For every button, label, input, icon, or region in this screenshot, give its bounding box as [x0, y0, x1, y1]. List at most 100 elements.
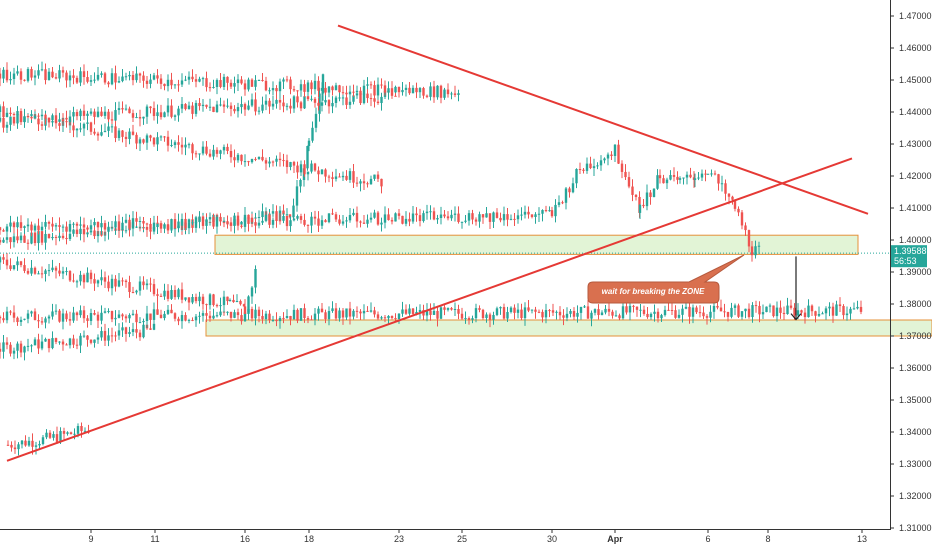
- candle-body: [495, 308, 499, 315]
- candle-body: [72, 125, 75, 131]
- candle-body: [177, 84, 180, 86]
- candle-body: [271, 219, 275, 225]
- candle-body: [460, 313, 464, 319]
- candle-body: [443, 307, 446, 310]
- time-tick-label: 8: [765, 534, 770, 544]
- candle-body: [247, 161, 250, 163]
- candle-body: [166, 105, 170, 113]
- candle-body: [579, 306, 583, 313]
- candle-body: [16, 317, 19, 322]
- candle-body: [187, 144, 191, 146]
- candle-body: [219, 305, 222, 307]
- candle-body: [404, 87, 408, 90]
- candle-body: [502, 307, 506, 319]
- candle-body: [261, 104, 264, 111]
- candle-body: [289, 162, 292, 168]
- candle-body: [128, 219, 131, 229]
- candle-body: [614, 315, 618, 317]
- candle-body: [75, 77, 79, 83]
- candle-body: [177, 289, 180, 298]
- candle-body: [362, 85, 366, 95]
- candle-body: [75, 223, 79, 226]
- candle-body: [26, 242, 30, 244]
- candle-body: [345, 175, 348, 180]
- candle-body: [568, 188, 571, 193]
- candle-body: [100, 331, 103, 338]
- candle-body: [59, 431, 62, 443]
- price-axis[interactable]: 1.31000 1.32000 1.33000 1.34000 1.35000 1.360…: [890, 11, 932, 533]
- candle-body: [54, 121, 58, 123]
- price-tick-label: 1.37000: [899, 331, 932, 341]
- candle-body: [250, 79, 254, 87]
- candle-body: [747, 308, 751, 318]
- candle-body: [66, 432, 69, 434]
- candle-body: [628, 305, 632, 313]
- candle-body: [58, 235, 61, 238]
- candle-body: [376, 101, 380, 104]
- candle-body: [107, 311, 110, 313]
- candle-body: [75, 112, 79, 117]
- candle-body: [47, 233, 51, 239]
- candle-body: [86, 335, 89, 340]
- candle-body: [72, 75, 75, 78]
- ascending-support-trendline[interactable]: [6, 157, 853, 462]
- candle-body: [324, 87, 327, 93]
- candle-body: [54, 77, 58, 79]
- candle-body: [30, 224, 33, 231]
- candle-body: [117, 108, 121, 111]
- candle-body: [275, 158, 278, 162]
- candle-body: [554, 204, 557, 217]
- candle-body: [751, 305, 754, 318]
- candle-body: [737, 208, 740, 213]
- candle-body: [523, 211, 527, 215]
- upper-zone[interactable]: [214, 234, 859, 255]
- candle-body: [86, 318, 89, 321]
- candle-body: [649, 192, 652, 198]
- candle-body: [254, 309, 257, 319]
- candle-body: [184, 315, 187, 321]
- candle-body: [478, 308, 481, 310]
- candle-body: [215, 216, 219, 227]
- candle-body: [117, 280, 121, 287]
- candle-body: [257, 217, 261, 219]
- candle-body: [306, 146, 309, 169]
- candle-body: [285, 315, 289, 319]
- candle-body: [114, 110, 117, 121]
- candle-body: [488, 314, 492, 320]
- candle-body: [793, 307, 796, 316]
- descending-resistance-trendline[interactable]: [337, 24, 869, 215]
- candle-body: [194, 316, 198, 321]
- candle-body: [149, 79, 152, 84]
- candle-body: [348, 308, 352, 317]
- current-price-label: 1.39588: [894, 246, 927, 256]
- candle-body: [19, 222, 23, 228]
- candle-body: [212, 294, 215, 306]
- candle-body: [261, 315, 264, 320]
- candle-body: [352, 91, 355, 93]
- candle-body: [89, 313, 93, 321]
- candle-body: [324, 100, 327, 103]
- candle-body: [691, 307, 695, 317]
- candle-body: [145, 135, 149, 143]
- candle-body: [404, 309, 408, 314]
- candle-body: [124, 219, 128, 223]
- candle-body: [565, 313, 569, 318]
- candle-body: [222, 296, 226, 306]
- candle-body: [807, 305, 810, 318]
- candle-body: [149, 328, 152, 330]
- candle-body: [307, 140, 311, 147]
- candle-body: [306, 82, 310, 92]
- candle-body: [236, 312, 240, 316]
- candle-body: [689, 174, 692, 178]
- time-axis[interactable]: 9 11 16 18 23 25 30 Apr 6 8 13: [88, 529, 867, 544]
- candle-body: [656, 311, 660, 319]
- candle-body: [124, 316, 128, 319]
- candle-body: [585, 163, 589, 171]
- candle-body: [471, 318, 474, 320]
- candle-body: [299, 180, 302, 187]
- candle-body: [240, 154, 243, 162]
- candle-body: [646, 313, 649, 318]
- candle-body: [89, 111, 93, 114]
- candle-body: [0, 348, 2, 352]
